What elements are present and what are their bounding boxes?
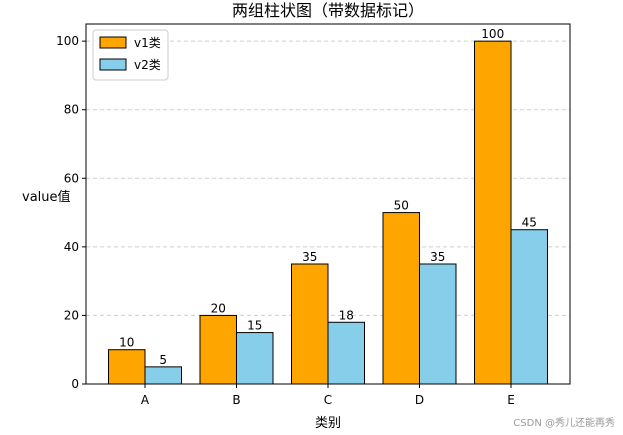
bar-C-series-1 <box>291 263 329 385</box>
x-tick-label: A <box>141 393 150 407</box>
bar-B-series-1 <box>199 314 237 385</box>
bars: 10 5 20 15 35 18 50 35 100 45 <box>108 27 548 385</box>
data-label-E-series-2: 45 <box>522 216 537 230</box>
bar-E-series-2 <box>510 229 548 385</box>
x-tick-label: B <box>232 393 240 407</box>
x-tick-label: E <box>507 393 515 407</box>
x-tick-label: C <box>324 393 332 407</box>
bar-A-series-2 <box>144 366 182 385</box>
chart-title: 两组柱状图（带数据标记） <box>232 1 424 20</box>
data-label-D-series-1: 50 <box>394 199 409 213</box>
x-axis-label: 类别 <box>315 416 341 431</box>
y-tick-label: 60 <box>64 171 79 185</box>
y-tick-label: 100 <box>56 34 79 48</box>
y-axis-ticks: 0 20 40 60 80 100 <box>56 34 86 391</box>
data-label-C-series-2: 18 <box>339 308 354 322</box>
legend-label-series-2: v2类 <box>134 58 161 72</box>
legend-label-series-1: v1类 <box>134 36 161 50</box>
y-tick-label: 40 <box>64 240 79 254</box>
y-axis-label: value值 <box>22 189 71 205</box>
data-label-B-series-1: 20 <box>211 301 226 315</box>
x-axis-ticks: A B C D E <box>141 384 515 407</box>
data-label-D-series-2: 35 <box>430 250 445 264</box>
data-label-A-series-1: 10 <box>119 336 134 350</box>
data-label-C-series-1: 35 <box>302 250 317 264</box>
legend: v1类 v2类 <box>92 29 169 81</box>
watermark: CSDN @秀儿还能再秀 <box>513 418 615 429</box>
data-label-E-series-1: 100 <box>481 27 504 41</box>
y-tick-label: 20 <box>64 308 79 322</box>
data-label-B-series-2: 15 <box>247 319 262 333</box>
x-tick-label: D <box>415 393 424 407</box>
y-tick-label: 80 <box>64 103 79 117</box>
legend-swatch-series-1 <box>99 36 127 49</box>
bar-D-series-2 <box>419 263 457 385</box>
bar-B-series-2 <box>236 332 274 385</box>
bar-C-series-2 <box>327 321 365 385</box>
bar-D-series-1 <box>382 212 420 385</box>
legend-swatch-series-2 <box>99 58 127 71</box>
y-tick-label: 0 <box>71 377 79 391</box>
bar-E-series-1 <box>474 40 512 385</box>
data-label-A-series-2: 5 <box>159 353 167 367</box>
bar-A-series-1 <box>108 349 146 385</box>
